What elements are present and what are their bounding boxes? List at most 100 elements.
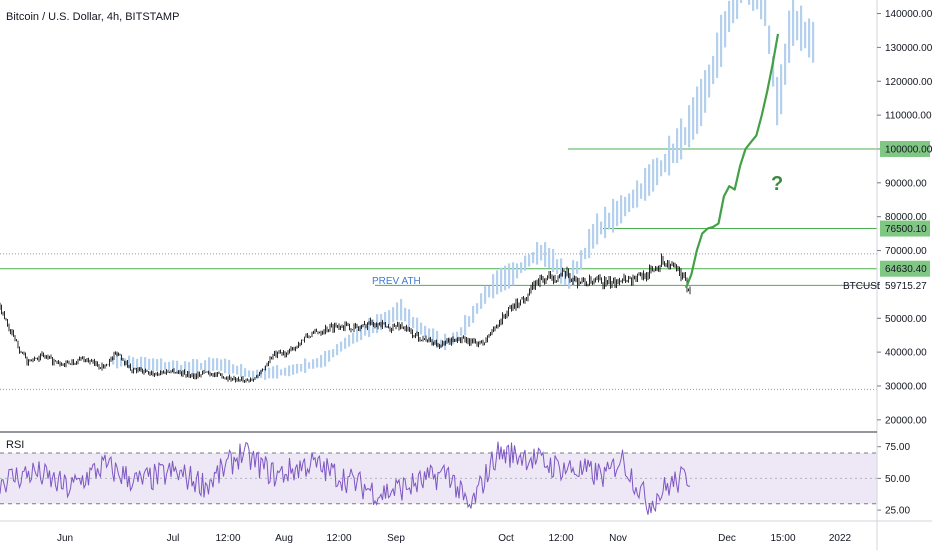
ghost-bar: [768, 25, 771, 54]
ghost-bar: [748, 0, 751, 5]
ghost-bar: [184, 361, 187, 374]
ghost-bar: [428, 328, 431, 341]
price-tick-label: 80000.00: [885, 212, 927, 223]
ghost-bar: [704, 70, 707, 113]
ghost-bar: [224, 358, 227, 374]
ghost-bar: [812, 21, 815, 63]
rsi-tick-label: 75.00: [885, 442, 910, 453]
ghost-bar: [232, 364, 235, 374]
ghost-bar: [548, 248, 551, 268]
ghost-bar: [724, 11, 727, 48]
ghost-bar: [796, 11, 799, 41]
level-price-tag: [880, 140, 930, 157]
ghost-bar: [268, 367, 271, 379]
ghost-bar: [492, 274, 495, 299]
ghost-bar: [584, 247, 587, 260]
ghost-bar: [696, 86, 699, 134]
ghost-bar: [148, 358, 151, 370]
rsi-tick-label: 25.00: [885, 506, 910, 517]
ghost-bar: [620, 195, 623, 224]
ghost-bar: [320, 354, 323, 368]
ghost-bar: [164, 362, 167, 371]
price-tick-label: 20000.00: [885, 415, 927, 426]
ghost-bar: [464, 314, 467, 336]
ghost-bar: [788, 10, 791, 63]
ghost-bar: [412, 317, 415, 329]
ghost-bar: [124, 358, 127, 367]
ghost-bar: [764, 0, 767, 26]
symbol-title: Bitcoin / U.S. Dollar, 4h, BITSTAMP: [6, 11, 179, 23]
ghost-bar: [284, 367, 287, 376]
ghost-bar: [128, 355, 131, 369]
ghost-bar: [272, 366, 275, 379]
ghost-bar: [132, 357, 135, 369]
ghost-bar: [468, 316, 471, 327]
ghost-bar: [400, 298, 403, 321]
rsi-tick-label: 50.00: [885, 474, 910, 485]
ghost-bar: [776, 76, 779, 126]
ghost-bar: [324, 351, 327, 367]
level-price-label: 76500.10: [885, 224, 927, 235]
ghost-bar: [344, 337, 347, 349]
ghost-bar: [432, 328, 435, 346]
ghost-bar: [500, 267, 503, 293]
ghost-bar: [120, 357, 123, 367]
ghost-bar: [396, 302, 399, 321]
ghost-bar: [140, 356, 143, 370]
level-price-tag: [880, 220, 930, 237]
ghost-bar: [588, 228, 591, 259]
ghost-bar: [348, 334, 351, 347]
ghost-bar: [668, 135, 671, 176]
ghost-bar: [512, 262, 515, 286]
ghost-bar: [784, 43, 787, 85]
ghost-bar: [480, 293, 483, 309]
time-tick-label: 12:00: [326, 533, 351, 544]
ghost-bar: [712, 55, 715, 85]
price-tick-label: 40000.00: [885, 348, 927, 359]
prev-ath-label: PREV ATH: [372, 276, 421, 287]
ghost-bar: [460, 327, 463, 336]
ghost-bar: [652, 159, 655, 192]
ghost-bar: [792, 0, 795, 46]
time-tick-label: 12:00: [548, 533, 573, 544]
ghost-bar: [312, 359, 315, 369]
ghost-bar: [532, 252, 535, 264]
ghost-bar: [688, 105, 691, 148]
ghost-bar: [752, 0, 755, 11]
ghost-bar: [700, 78, 703, 127]
level-price-tag: [880, 260, 930, 277]
ghost-bar: [680, 118, 683, 160]
ghost-bar: [252, 370, 255, 379]
level-price-label: 100000.00: [885, 144, 932, 155]
time-tick-label: Aug: [275, 533, 293, 544]
ghost-bar: [732, 0, 735, 24]
ghost-bar: [416, 317, 419, 333]
projection-curve: [684, 33, 780, 289]
ghost-bar: [376, 314, 379, 334]
ghost-bar: [736, 0, 739, 19]
ghost-bar: [544, 242, 547, 267]
ghost-bar: [800, 5, 803, 51]
ghost-bar: [248, 370, 251, 378]
ghost-bar: [136, 358, 139, 369]
ghost-bar: [456, 331, 459, 341]
ghost-bar: [296, 363, 299, 374]
ghost-bar: [388, 310, 391, 326]
ghost-bar: [236, 365, 239, 375]
ghost-bar: [556, 259, 559, 274]
ghost-bar: [220, 359, 223, 371]
ghost-bar: [540, 244, 543, 261]
ghost-bar: [676, 128, 679, 163]
ghost-bar: [720, 14, 723, 67]
ghost-bar: [168, 361, 171, 372]
time-tick-label: Dec: [718, 533, 736, 544]
ghost-bar: [116, 353, 119, 369]
ghost-bar: [292, 364, 295, 375]
ghost-bar: [336, 344, 339, 356]
rsi-line: [0, 441, 691, 515]
ghost-bar: [808, 18, 811, 58]
ghost-bar: [576, 261, 579, 274]
ghost-bar: [756, 0, 759, 10]
